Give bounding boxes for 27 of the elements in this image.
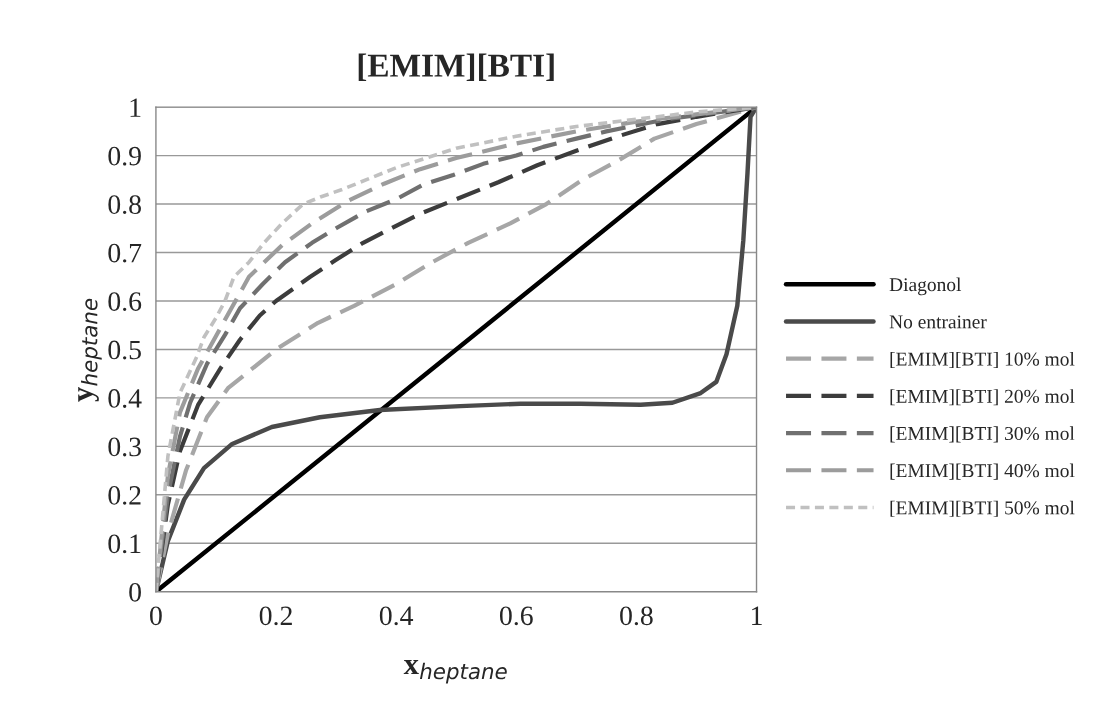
x-tick-label: 0.2: [259, 606, 292, 626]
y-tick-label: 0.9: [108, 146, 141, 166]
y-tick-label: 1: [130, 98, 141, 117]
y-tick-label: 0.6: [108, 292, 142, 312]
x-tick-label: 0.6: [499, 606, 533, 626]
x-tick-label: 1: [752, 606, 762, 625]
legend-label: [EMIM][BTI] 30% mol: [890, 426, 1075, 443]
legend-label: [EMIM][BTI] 20% mol: [890, 389, 1075, 406]
legend-label: No entrainer: [889, 315, 987, 329]
legend-label: [EMIM][BTI] 40% mol: [890, 463, 1075, 480]
legend-label: [EMIM][BTI] 50% mol: [890, 500, 1075, 517]
x-axis-title: x$_{heptane}$: [403, 660, 507, 684]
chart-title: [EMIM][BTI]: [358, 53, 554, 82]
y-tick-label: 0.2: [108, 485, 141, 505]
y-tick-label: 0.5: [108, 340, 141, 360]
x-tick-label: 0.8: [620, 606, 653, 626]
x-tick-label: 0: [150, 606, 162, 626]
y-axis-title: y$_{heptane}$: [78, 298, 102, 402]
y-tick-label: 0: [129, 582, 141, 602]
y-tick-label: 0.8: [108, 195, 141, 215]
y-tick-label: 0.1: [108, 534, 141, 554]
y-tick-label: 0.7: [108, 243, 142, 263]
y-tick-label: 0.3: [108, 437, 141, 457]
x-tick-label: 0.4: [379, 606, 414, 626]
legend-label: Diagonol: [889, 277, 962, 296]
legend-label: [EMIM][BTI] 10% mol: [890, 351, 1075, 369]
y-tick-label: 0.4: [108, 389, 142, 408]
